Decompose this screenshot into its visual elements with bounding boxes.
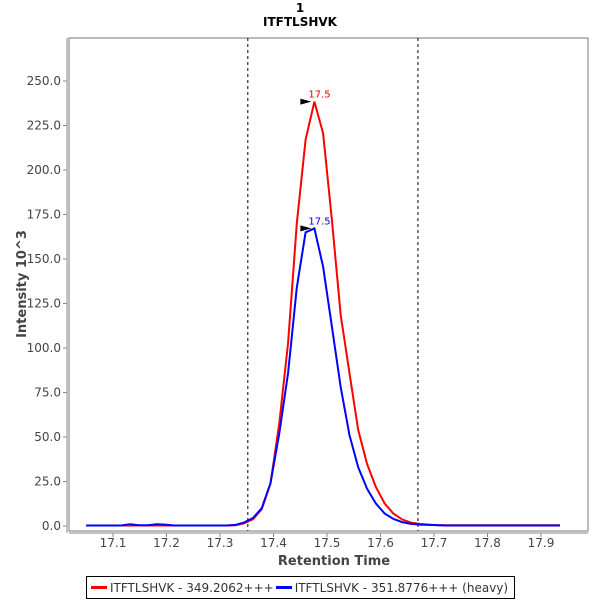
series-line-1 <box>86 226 560 527</box>
x-axis-label: Retention Time <box>278 554 390 569</box>
peak-marker-icon <box>300 98 312 105</box>
x-tick-label: 17.3 <box>207 536 234 550</box>
peak-label: 17.5 <box>308 216 330 227</box>
legend-label: ITFTLSHVK - 351.8776+++ (heavy) <box>294 580 509 595</box>
peak-label: 17.5 <box>308 90 330 101</box>
x-tick-label: 17.5 <box>314 536 341 550</box>
x-tick-label: 17.6 <box>367 536 394 550</box>
x-tick-label: 17.8 <box>474 536 501 550</box>
y-axis-label: Intensity 10^3 <box>15 230 30 338</box>
x-tick-label: 17.9 <box>528 536 555 550</box>
legend-item-heavy: ITFTLSHVK - 351.8776+++ (heavy) <box>275 580 509 595</box>
y-tick-label: 200.0 <box>27 163 61 177</box>
y-tick-label: 75.0 <box>34 386 61 400</box>
x-tick-label: 17.4 <box>260 536 287 550</box>
legend-swatch-red <box>91 586 107 589</box>
y-tick-label: 100.0 <box>27 341 61 355</box>
peak-marker-icon <box>300 225 312 232</box>
chart-subtitle: ITFTLSHVK <box>263 15 338 29</box>
legend-item-light: ITFTLSHVK - 349.2062+++ <box>91 581 274 595</box>
legend-label: ITFTLSHVK - 349.2062+++ <box>110 580 274 595</box>
x-tick-label: 17.7 <box>421 536 448 550</box>
y-tick-label: 175.0 <box>27 208 61 222</box>
legend: ITFTLSHVK - 349.2062+++ ITFTLSHVK - 351.… <box>86 576 516 599</box>
x-tick-label: 17.2 <box>153 536 180 550</box>
y-tick-label: 25.0 <box>34 475 61 489</box>
y-tick-label: 225.0 <box>27 119 61 133</box>
legend-swatch-blue <box>275 586 292 589</box>
y-tick-label: 250.0 <box>27 74 61 88</box>
x-tick-label: 17.1 <box>100 536 127 550</box>
y-tick-label: 0.0 <box>42 519 61 533</box>
y-tick-label: 125.0 <box>27 297 61 311</box>
plot-area <box>68 37 589 532</box>
y-tick-label: 150.0 <box>27 252 61 266</box>
y-tick-label: 50.0 <box>34 430 61 444</box>
chart-title: 1 <box>296 1 304 15</box>
